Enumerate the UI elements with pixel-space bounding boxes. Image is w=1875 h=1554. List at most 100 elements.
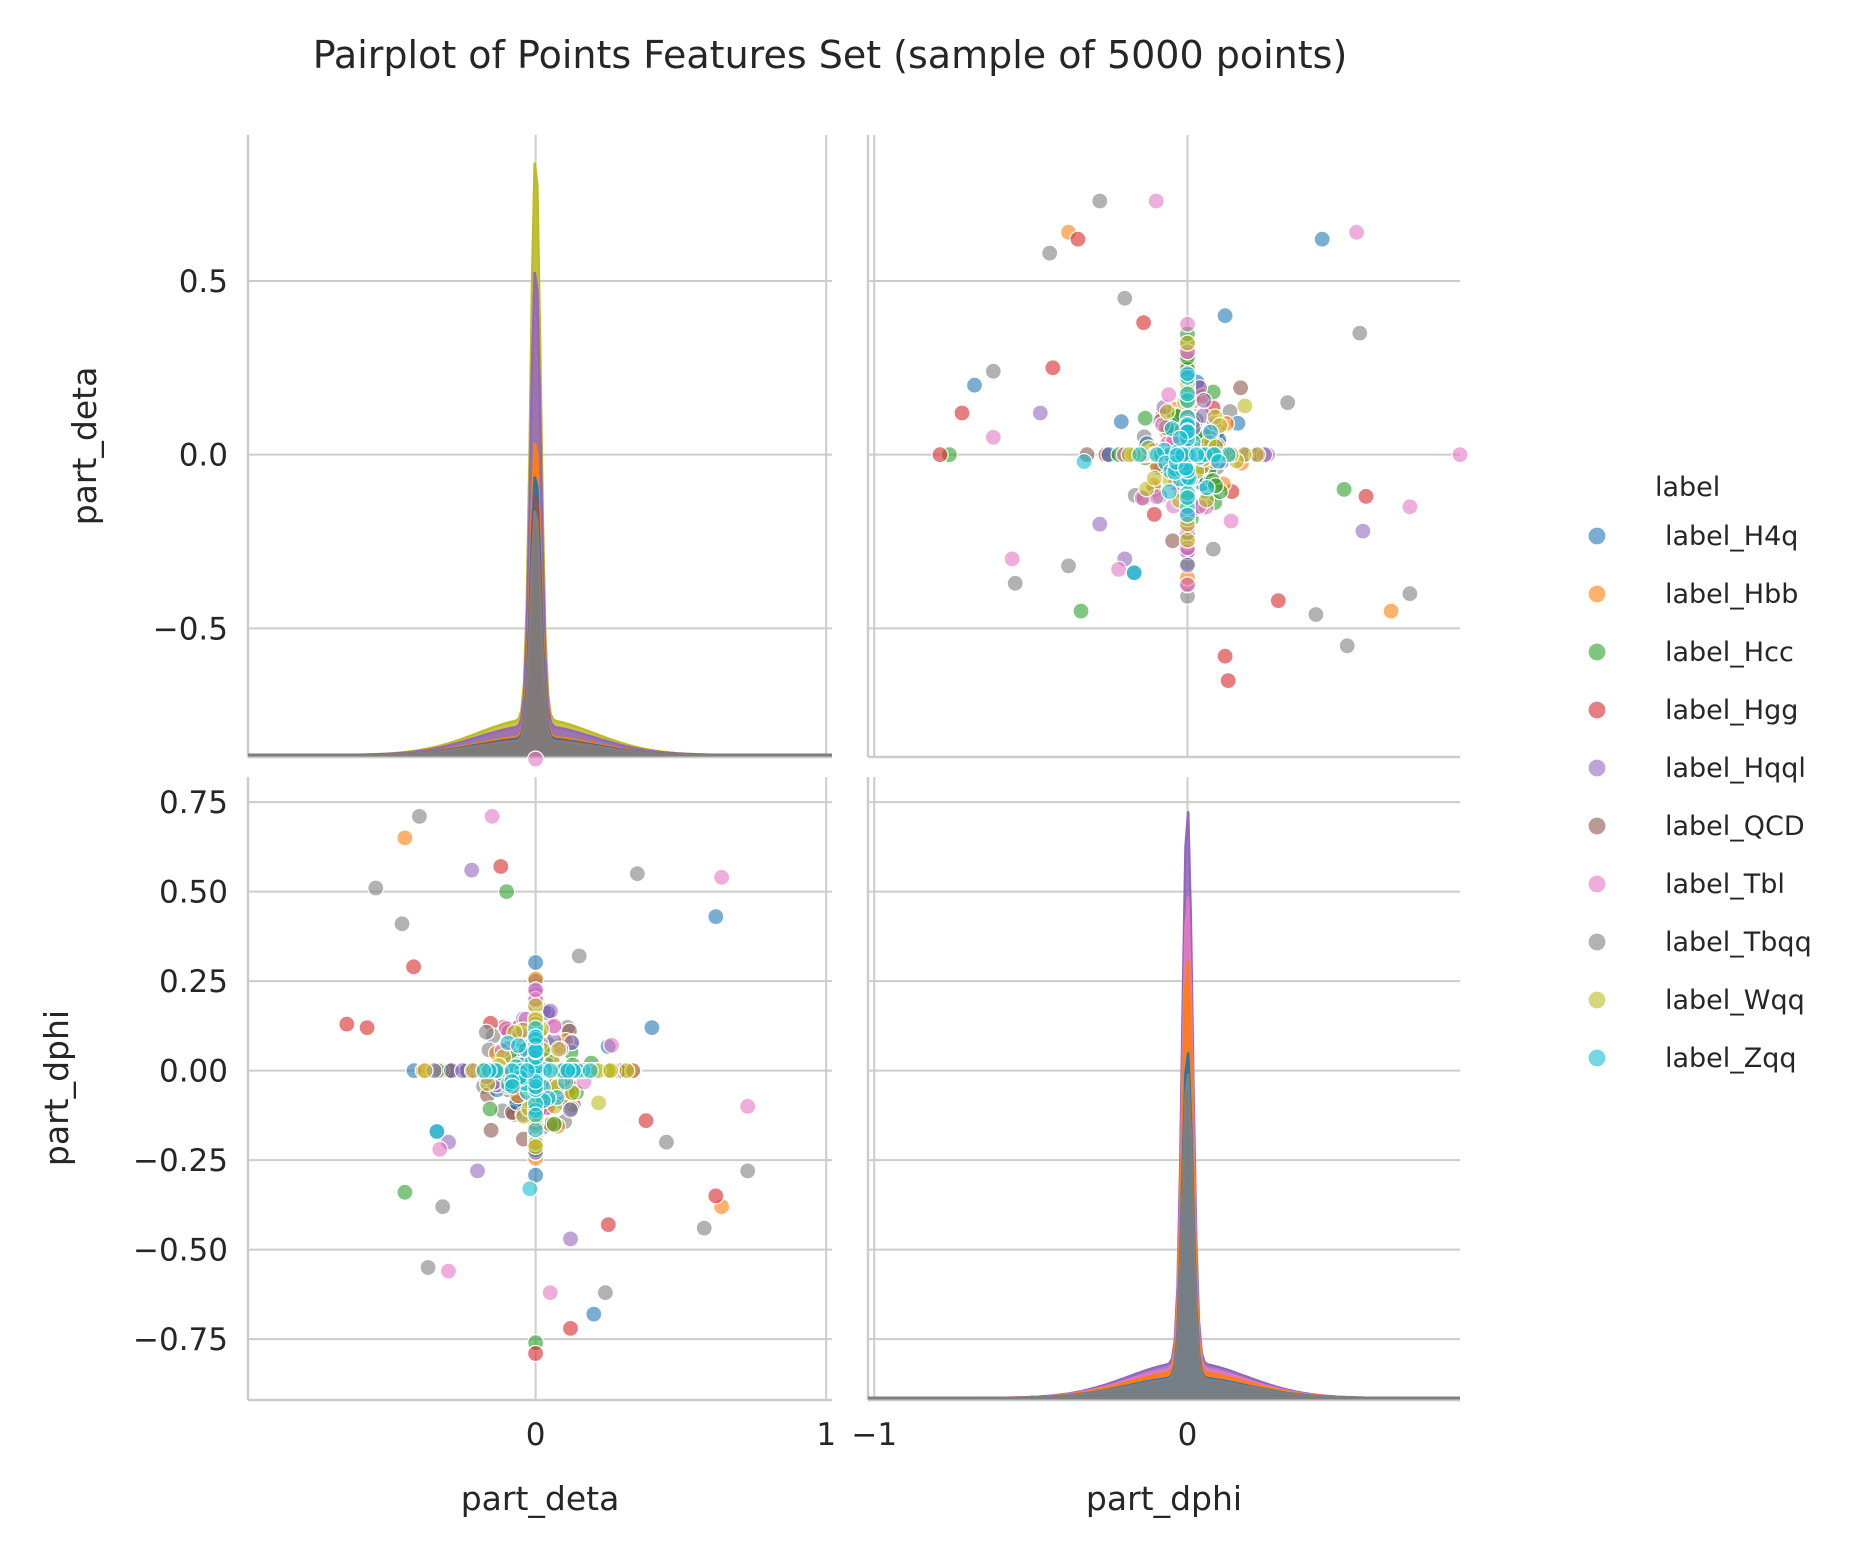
- legend-label: label_Hcc: [1665, 637, 1794, 668]
- scatter-point: [545, 1115, 563, 1133]
- panel-1-1: [866, 777, 1460, 1402]
- scatter-point: [1178, 556, 1197, 574]
- y-tick-label: 0.25: [159, 964, 228, 1000]
- scatter-point: [561, 1101, 580, 1119]
- legend-label: label_Tbl: [1665, 869, 1785, 900]
- legend-item: label_Hqql: [1587, 753, 1806, 784]
- scatter-point: [739, 1097, 757, 1116]
- legend-label: label_Hqql: [1665, 753, 1806, 784]
- legend-item: label_Tbl: [1587, 869, 1785, 900]
- kde-label_Tbqq: [248, 510, 832, 757]
- legend-marker: [1587, 874, 1607, 894]
- x-tick-label: 0: [1178, 1417, 1198, 1453]
- scatter-point: [541, 1061, 560, 1080]
- scatter-point: [1279, 394, 1297, 412]
- scatter-point: [643, 1018, 661, 1037]
- scatter-point: [1160, 483, 1179, 501]
- y-tick-label: 0.0: [179, 438, 228, 474]
- legend-marker: [1587, 584, 1607, 604]
- y-tick-label: 0.00: [159, 1054, 228, 1090]
- scatter-point: [1059, 557, 1078, 575]
- scatter-point: [1041, 244, 1059, 262]
- legend-marker: [1587, 990, 1607, 1010]
- scatter-point: [1354, 522, 1372, 540]
- scatter-point: [1351, 324, 1369, 342]
- scatter-point: [1401, 585, 1419, 603]
- x-axis-label: part_deta: [461, 1479, 620, 1518]
- scatter-point: [1158, 403, 1176, 421]
- scatter-point: [419, 1258, 437, 1277]
- legend-label: label_Hgg: [1665, 695, 1798, 726]
- scatter-point: [1236, 397, 1254, 415]
- scatter-point: [1091, 515, 1109, 533]
- scatter-point: [1134, 314, 1153, 332]
- scatter-point: [707, 1187, 725, 1205]
- scatter-point: [657, 1133, 676, 1151]
- scatter-point: [526, 1121, 545, 1139]
- scatter-point: [561, 1319, 580, 1338]
- scatter-point: [468, 1162, 487, 1180]
- scatter-point: [482, 1121, 500, 1139]
- y-tick-label: −0.5: [153, 611, 228, 647]
- y-tick-label: −0.25: [133, 1143, 228, 1179]
- scatter-point: [1091, 192, 1109, 210]
- scatter-point: [1160, 386, 1178, 404]
- scatter-point: [695, 1219, 713, 1237]
- legend-item: label_Hgg: [1587, 695, 1798, 726]
- legend-marker: [1587, 526, 1607, 546]
- scatter-point: [463, 861, 481, 879]
- scatter-point: [549, 1040, 568, 1058]
- scatter-point: [1209, 452, 1228, 471]
- scatter-point: [1382, 602, 1400, 620]
- kde-label_H4q: [868, 1052, 1460, 1400]
- y-axis-label: part_deta: [65, 367, 104, 526]
- scatter-point: [602, 1036, 621, 1054]
- legend-item: label_H4q: [1587, 521, 1798, 552]
- scatter-point: [526, 1137, 545, 1156]
- scatter-point: [1109, 560, 1128, 579]
- scatter-point: [526, 953, 545, 972]
- scatter-point: [1031, 404, 1049, 422]
- scatter-point: [1145, 505, 1163, 524]
- scatter-point: [541, 1283, 559, 1302]
- scatter-point: [984, 428, 1002, 446]
- scatter-point: [1269, 591, 1287, 610]
- scatter-point: [1201, 423, 1220, 441]
- scatter-point: [1178, 506, 1197, 524]
- legend-label: label_Zqq: [1665, 1043, 1797, 1074]
- scatter-point: [396, 1183, 414, 1201]
- scatter-point: [526, 750, 545, 768]
- scatter-point: [1131, 446, 1149, 464]
- scatter-point: [1168, 446, 1186, 464]
- legend-label: label_QCD: [1665, 811, 1805, 842]
- scatter-point: [628, 865, 646, 883]
- scatter-point: [481, 1100, 499, 1118]
- scatter-point: [396, 829, 414, 847]
- y-tick-label: 0.75: [159, 785, 228, 821]
- scatter-point: [1072, 602, 1090, 620]
- scatter-point: [1116, 289, 1134, 307]
- legend-item: label_Tbqq: [1587, 927, 1812, 958]
- legend-label: label_Hbb: [1665, 579, 1798, 610]
- scatter-point: [1335, 480, 1353, 498]
- scatter-point: [581, 1061, 599, 1080]
- scatter-point: [739, 1162, 757, 1180]
- scatter-point: [602, 1061, 620, 1080]
- scatter-point: [559, 1061, 577, 1080]
- scatter-point: [585, 1305, 603, 1323]
- kde-label_Hqql: [868, 811, 1460, 1400]
- scatter-point: [439, 1262, 458, 1280]
- scatter-point: [561, 1230, 580, 1248]
- scatter-point: [1231, 379, 1250, 397]
- scatter-point: [434, 1198, 452, 1216]
- scatter-point: [1075, 453, 1093, 471]
- scatter-point: [526, 1344, 545, 1363]
- scatter-point: [931, 446, 949, 464]
- scatter-point: [1003, 550, 1021, 568]
- scatter-point: [637, 1112, 655, 1130]
- x-tick-label: −1: [851, 1417, 897, 1453]
- scatter-point: [599, 1215, 617, 1234]
- y-tick-label: −0.75: [133, 1322, 228, 1358]
- scatter-point: [431, 1140, 449, 1159]
- kde-label_Tbqq: [868, 1073, 1460, 1400]
